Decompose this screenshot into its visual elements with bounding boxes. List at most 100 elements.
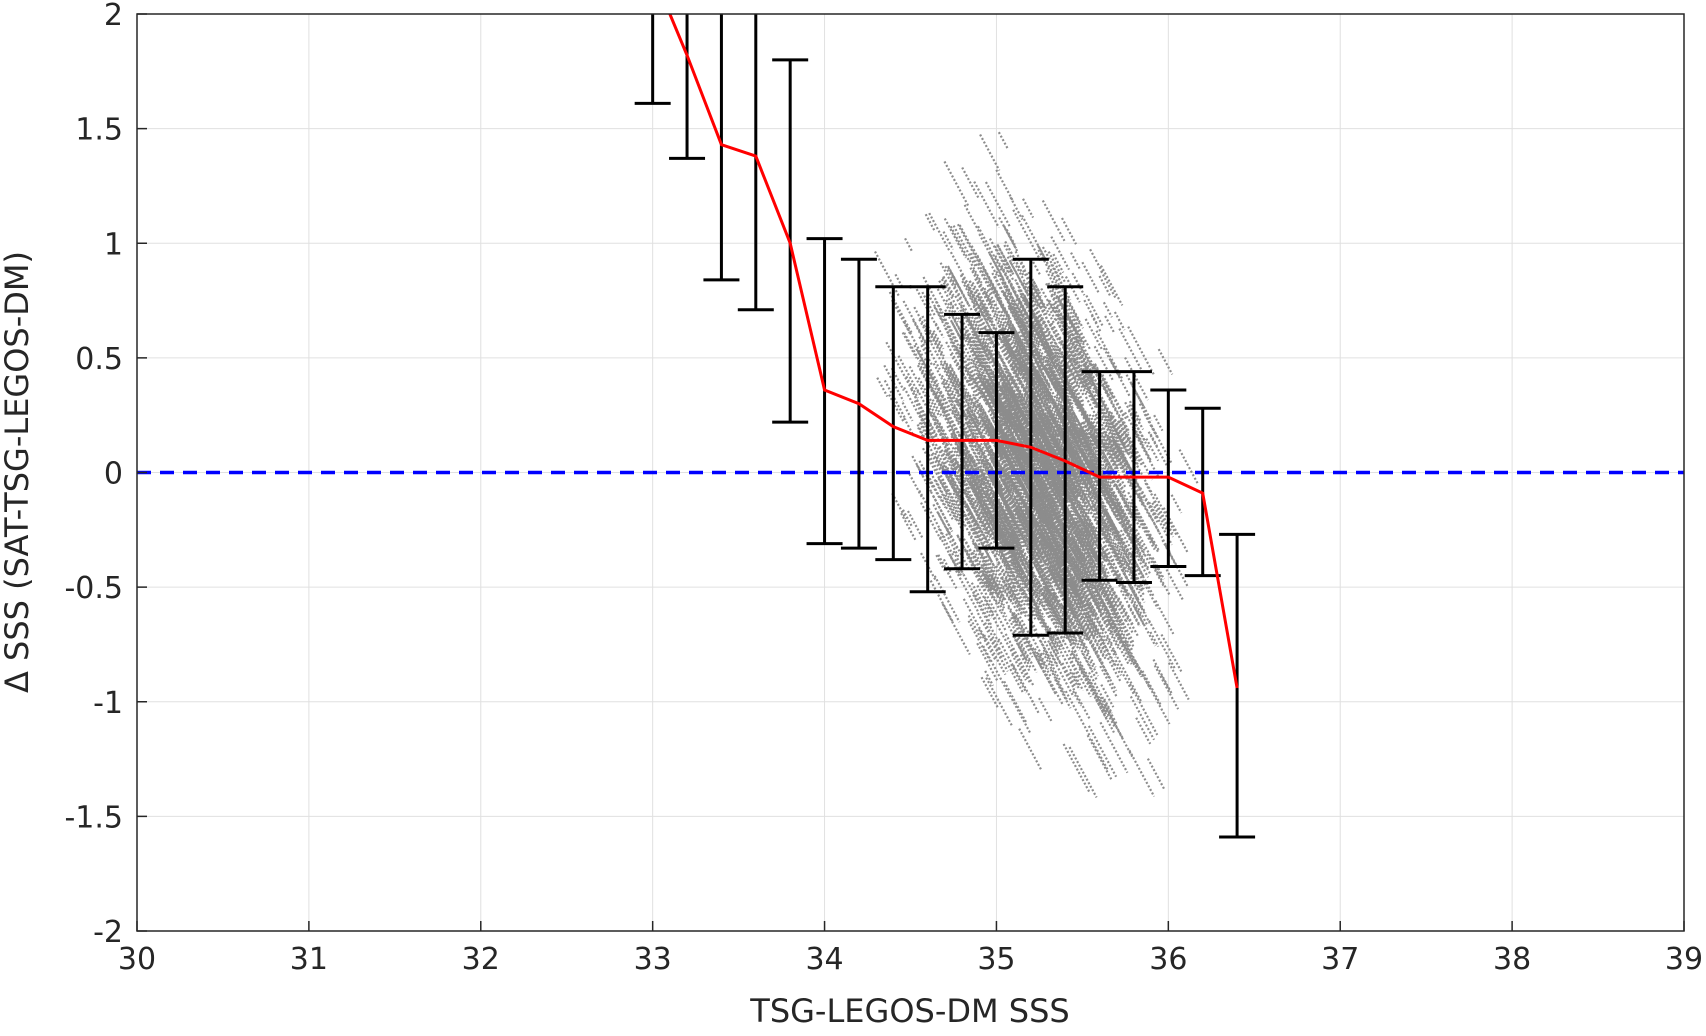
scatter-point [999,274,1025,319]
scatter-point [952,550,963,568]
scatter-point [1021,560,1042,597]
scatter-point [1089,248,1104,273]
scatter-point [1035,601,1046,618]
scatter-point [1021,214,1047,260]
scatter-point [943,378,958,403]
scatter-point [983,287,994,304]
scatter-point [978,233,1004,279]
scatter-point [1006,410,1021,433]
scatter-point [1045,388,1056,405]
scatter-point [979,421,989,437]
scatter-point [1068,656,1092,698]
scatter-point [1098,473,1125,519]
scatter-point [1008,497,1037,548]
scatter-point [1104,442,1120,469]
scatter-point [971,313,989,342]
scatter-point [1148,535,1160,554]
scatter-point [941,468,965,509]
scatter-point [1104,552,1128,593]
scatter-point [1010,378,1038,426]
scatter-point [937,477,965,526]
scatter-point [1015,458,1042,506]
scatter-point [948,363,977,414]
scatter-point [1089,459,1120,512]
scatter-point [984,327,995,345]
scatter-point [942,558,953,574]
scatter-point [1134,660,1151,688]
scatter-point [980,676,1000,710]
scatter-point [1157,348,1174,375]
scatter-point [1007,398,1029,437]
scatter-point [942,231,955,250]
scatter-point [1003,291,1030,337]
scatter-point [922,276,944,314]
scatter-point [1118,629,1129,646]
scatter-point [1035,484,1046,501]
scatter-point [1050,344,1064,367]
scatter-point [998,453,1015,480]
scatter-point [903,387,924,423]
scatter-point [1141,445,1152,461]
y-tick-label: 1 [104,227,123,262]
scatter-point [907,510,924,539]
scatter-point [1007,281,1031,322]
scatter-point [1033,409,1048,433]
scatter-point [994,491,1023,542]
scatter-point [1070,538,1082,556]
scatter-point [1049,668,1069,702]
scatter-point [989,355,1010,392]
scatter-point [948,450,971,490]
x-tick-label: 31 [290,942,328,977]
scatter-point [1119,589,1141,627]
scatter-point [1127,491,1138,509]
scatter-point [1046,578,1073,625]
scatter-point [992,361,1016,402]
scatter-point [979,502,991,520]
scatter-point [1012,412,1024,431]
scatter-point [1016,498,1045,549]
scatter-point [1009,329,1039,382]
scatter-point [1009,196,1024,220]
scatter-point [1037,413,1050,432]
scatter-point [1044,366,1059,390]
scatter-point [997,353,1025,401]
scatter-point [989,474,1012,514]
scatter-point [1115,445,1126,463]
scatter-point [1065,445,1075,461]
scatter-point [1022,373,1052,426]
scatter-point [945,533,960,558]
scatter-point [942,382,955,403]
scatter-point [1066,566,1096,618]
scatter-point [960,456,987,504]
scatter-point [1046,542,1058,563]
scatter-point [1001,386,1013,404]
scatter-point [1086,554,1096,569]
scatter-point [1048,425,1066,456]
scatter-point [1112,649,1142,702]
scatter-point [1018,425,1042,467]
scatter-point [1012,395,1040,444]
scatter-point [1042,402,1060,433]
scatter-point [1047,251,1067,283]
scatter-point [986,342,1002,368]
scatter-point [1085,396,1099,420]
scatter-point [967,533,979,551]
scatter-point [1020,362,1031,377]
scatter-point [989,262,999,278]
scatter-point [1042,652,1066,694]
scatter-point [995,438,1011,466]
scatter-point [1067,317,1082,343]
scatter-point [1073,371,1088,396]
scatter-point [1023,394,1052,445]
scatter-point [1056,445,1083,492]
scatter-point [973,468,1001,516]
scatter-point [992,314,1020,363]
scatter-point [937,528,955,557]
scatter-point [1019,482,1034,508]
scatter-point [1112,441,1128,468]
scatter-point [1079,666,1105,712]
scatter-point [972,396,983,413]
scatter-point [1082,345,1099,373]
scatter-point [1066,554,1093,602]
scatter-point [994,498,1022,548]
